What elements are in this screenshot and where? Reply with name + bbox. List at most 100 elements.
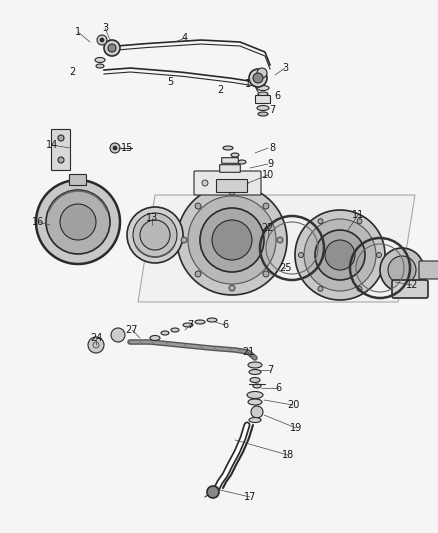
Circle shape — [88, 337, 104, 353]
Circle shape — [200, 208, 264, 272]
Circle shape — [304, 219, 376, 291]
Circle shape — [253, 73, 263, 83]
Circle shape — [195, 203, 201, 209]
Text: 9: 9 — [267, 159, 273, 169]
Text: 6: 6 — [274, 91, 280, 101]
Circle shape — [299, 253, 304, 257]
Circle shape — [181, 237, 187, 243]
Text: 1: 1 — [75, 27, 81, 37]
Circle shape — [388, 256, 416, 284]
Circle shape — [207, 486, 219, 498]
FancyBboxPatch shape — [194, 171, 261, 195]
FancyBboxPatch shape — [255, 95, 271, 103]
FancyBboxPatch shape — [220, 165, 240, 172]
Ellipse shape — [231, 153, 239, 157]
Ellipse shape — [249, 417, 261, 423]
Circle shape — [263, 203, 269, 209]
Circle shape — [127, 207, 183, 263]
FancyBboxPatch shape — [392, 280, 428, 298]
Ellipse shape — [171, 328, 179, 332]
Text: 5: 5 — [167, 77, 173, 87]
Text: 3: 3 — [282, 63, 288, 73]
Text: 24: 24 — [90, 333, 102, 343]
Text: 14: 14 — [46, 140, 58, 150]
Circle shape — [325, 240, 355, 270]
Text: 6: 6 — [275, 383, 281, 393]
Circle shape — [177, 185, 287, 295]
Circle shape — [377, 253, 381, 257]
Ellipse shape — [238, 160, 246, 164]
Circle shape — [111, 328, 125, 342]
Circle shape — [242, 180, 248, 186]
Ellipse shape — [183, 323, 193, 327]
Circle shape — [104, 40, 120, 56]
FancyBboxPatch shape — [216, 180, 247, 192]
FancyBboxPatch shape — [70, 174, 86, 185]
Ellipse shape — [257, 106, 269, 110]
Circle shape — [257, 68, 267, 78]
Text: 27: 27 — [126, 325, 138, 335]
Ellipse shape — [248, 362, 262, 368]
Circle shape — [60, 204, 96, 240]
Circle shape — [251, 406, 263, 418]
Text: 20: 20 — [287, 400, 299, 410]
Circle shape — [212, 220, 252, 260]
Circle shape — [36, 180, 120, 264]
Text: 4: 4 — [182, 33, 188, 43]
Ellipse shape — [195, 320, 205, 324]
Ellipse shape — [250, 377, 260, 383]
Circle shape — [380, 248, 424, 292]
Circle shape — [113, 146, 117, 150]
Ellipse shape — [257, 85, 269, 91]
Text: 13: 13 — [146, 213, 158, 223]
Circle shape — [249, 69, 267, 87]
Circle shape — [46, 190, 110, 254]
Text: 7: 7 — [267, 365, 273, 375]
Text: 7: 7 — [187, 320, 193, 330]
Text: 21: 21 — [242, 347, 254, 357]
Circle shape — [58, 135, 64, 141]
Circle shape — [277, 237, 283, 243]
Ellipse shape — [96, 64, 104, 68]
Circle shape — [188, 196, 276, 284]
Ellipse shape — [223, 146, 233, 150]
Text: 16: 16 — [32, 217, 44, 227]
Text: 19: 19 — [290, 423, 302, 433]
FancyBboxPatch shape — [52, 130, 71, 171]
Circle shape — [140, 220, 170, 250]
Circle shape — [133, 213, 177, 257]
Text: 2: 2 — [217, 85, 223, 95]
Text: 15: 15 — [121, 143, 133, 153]
Text: 11: 11 — [352, 210, 364, 220]
Text: 3: 3 — [102, 23, 108, 33]
Text: 1: 1 — [245, 79, 251, 89]
Ellipse shape — [161, 331, 169, 335]
Circle shape — [318, 286, 323, 291]
FancyBboxPatch shape — [419, 261, 438, 279]
Ellipse shape — [258, 92, 268, 96]
Circle shape — [357, 286, 362, 291]
Circle shape — [100, 38, 104, 42]
Text: 6: 6 — [222, 320, 228, 330]
Circle shape — [263, 271, 269, 277]
Polygon shape — [138, 195, 415, 302]
Circle shape — [295, 210, 385, 300]
Circle shape — [202, 180, 208, 186]
Text: 8: 8 — [269, 143, 275, 153]
Circle shape — [315, 230, 365, 280]
Circle shape — [110, 143, 120, 153]
Circle shape — [58, 157, 64, 163]
Circle shape — [357, 219, 362, 224]
Ellipse shape — [248, 399, 262, 405]
Ellipse shape — [150, 335, 160, 341]
Text: 10: 10 — [262, 170, 274, 180]
Text: 12: 12 — [406, 280, 418, 290]
Circle shape — [108, 44, 116, 52]
Circle shape — [222, 180, 228, 186]
Ellipse shape — [253, 384, 261, 388]
Text: 2: 2 — [69, 67, 75, 77]
Circle shape — [318, 219, 323, 224]
Circle shape — [229, 285, 235, 291]
Text: 25: 25 — [279, 263, 291, 273]
Circle shape — [97, 35, 107, 45]
